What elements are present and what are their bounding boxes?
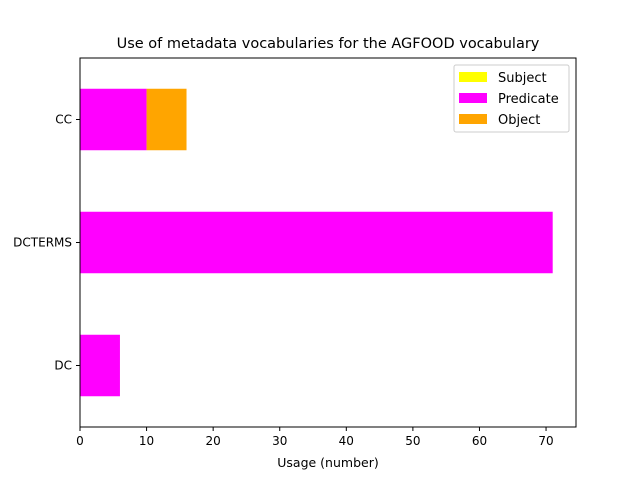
- y-tick-label: DC: [54, 359, 72, 373]
- legend: Subject Predicate Object: [453, 64, 570, 133]
- legend-swatch-object: [459, 114, 487, 124]
- x-tick-label: 60: [472, 434, 487, 448]
- y-tick-label: CC: [55, 113, 72, 127]
- x-tick-label: 40: [339, 434, 354, 448]
- legend-label-predicate: Predicate: [498, 92, 559, 107]
- bar-dc-predicate: [80, 334, 120, 397]
- x-tick-label: 10: [139, 434, 154, 448]
- x-tick-label: 70: [538, 434, 553, 448]
- bar-dcterms-predicate: [80, 211, 553, 274]
- bars-layer: [80, 88, 553, 397]
- legend-label-subject: Subject: [498, 71, 547, 86]
- legend-label-object: Object: [498, 113, 540, 128]
- x-axis-label: Usage (number): [277, 455, 378, 470]
- bar-cc-object: [146, 88, 187, 151]
- legend-swatch-predicate: [459, 93, 487, 103]
- x-tick-label: 20: [206, 434, 221, 448]
- bar-cc-predicate: [80, 88, 147, 151]
- y-tick-label: DCTERMS: [13, 236, 72, 250]
- chart-title: Use of metadata vocabularies for the AGF…: [117, 36, 540, 52]
- x-tick-label: 50: [405, 434, 420, 448]
- axes-layer: 0 10 20 30 40 50 60 70 DC DCTERMS CC: [13, 57, 577, 448]
- x-tick-label: 30: [272, 434, 287, 448]
- x-tick-label: 0: [76, 434, 84, 448]
- legend-swatch-subject: [459, 72, 487, 82]
